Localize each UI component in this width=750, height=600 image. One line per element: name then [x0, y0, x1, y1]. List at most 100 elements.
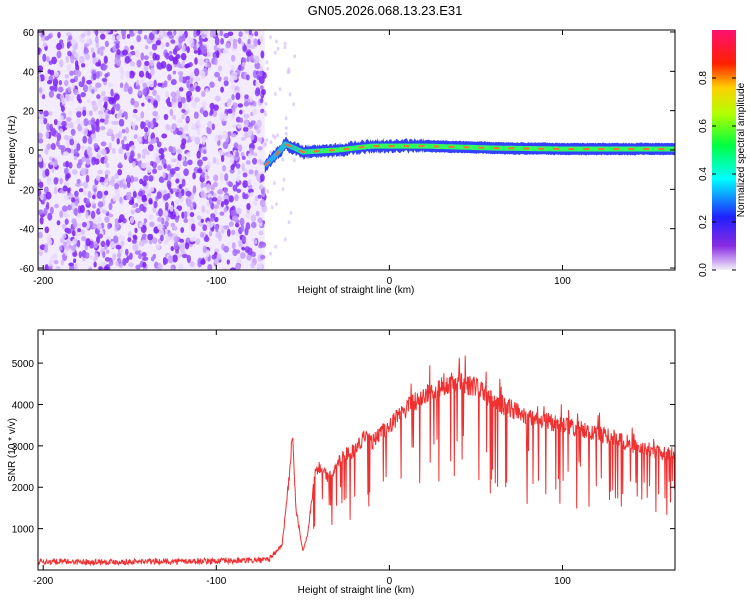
noise-speck — [52, 78, 59, 87]
noise-speck — [47, 212, 53, 221]
noise-speck — [168, 34, 175, 39]
noise-speck — [223, 198, 229, 206]
noise-speck — [41, 94, 46, 100]
noise-speck — [169, 204, 174, 212]
noise-speck — [143, 133, 148, 140]
noise-speck — [214, 37, 220, 46]
noise-speck — [38, 157, 43, 163]
noise-speck — [93, 143, 99, 149]
noise-speck — [152, 111, 159, 117]
noise-speck — [48, 60, 53, 65]
noise-speck — [217, 134, 223, 140]
noise-speck — [275, 202, 278, 207]
noise-speck — [146, 80, 151, 88]
noise-speck — [159, 42, 165, 50]
noise-speck — [149, 221, 155, 228]
noise-speck — [132, 243, 139, 252]
noise-speck — [208, 230, 213, 237]
noise-speck — [82, 190, 87, 196]
noise-speck — [53, 159, 58, 168]
noise-speck — [209, 217, 215, 222]
noise-speck — [158, 30, 164, 36]
noise-speck — [85, 238, 91, 247]
noise-speck — [178, 75, 184, 83]
noise-speck — [110, 88, 114, 97]
noise-speck — [227, 98, 232, 104]
noise-speck — [90, 117, 96, 126]
noise-speck — [100, 141, 107, 147]
noise-speck — [96, 94, 101, 100]
noise-speck — [48, 111, 53, 116]
noise-speck — [240, 136, 246, 142]
noise-speck — [108, 142, 112, 151]
noise-speck — [60, 105, 65, 112]
noise-speck — [59, 115, 64, 122]
noise-speck — [242, 126, 249, 133]
noise-speck — [96, 70, 100, 79]
noise-speck — [95, 30, 99, 37]
noise-speck — [163, 80, 168, 88]
noise-speck — [156, 61, 161, 70]
noise-speck — [156, 191, 162, 199]
noise-speck — [164, 239, 168, 246]
noise-speck — [194, 97, 200, 103]
noise-speck — [182, 44, 186, 53]
noise-speck — [174, 215, 179, 223]
noise-speck — [126, 174, 131, 183]
noise-speck — [202, 110, 209, 118]
noise-speck — [196, 215, 202, 221]
noise-speck — [165, 216, 170, 222]
noise-speck — [167, 232, 174, 237]
colorbar: 0.0 0.2 0.4 0.6 0.8 Normalized spectral ampl… — [698, 30, 747, 277]
noise-speck — [102, 251, 106, 259]
noise-speck — [170, 266, 175, 270]
noise-speck — [281, 187, 285, 192]
noise-speck — [181, 253, 188, 259]
noise-speck — [53, 119, 58, 126]
noise-speck — [216, 199, 221, 206]
noise-speck — [144, 60, 150, 67]
noise-speck — [213, 44, 218, 52]
noise-speck — [220, 154, 225, 163]
noise-speck — [181, 178, 186, 187]
noise-speck — [264, 142, 267, 147]
noise-speck — [201, 136, 208, 143]
noise-speck — [239, 117, 244, 123]
noise-speck — [78, 55, 85, 64]
noise-speck — [173, 30, 177, 36]
noise-speck — [97, 149, 102, 156]
noise-speck — [165, 90, 169, 99]
snr-x-label: Height of straight line (km) — [298, 585, 415, 596]
noise-speck — [255, 70, 260, 75]
noise-speck — [176, 130, 183, 136]
noise-speck — [210, 213, 216, 219]
noise-speck — [223, 225, 230, 230]
noise-speck — [223, 79, 229, 87]
noise-speck — [80, 91, 86, 98]
noise-speck — [85, 211, 89, 219]
noise-speck — [230, 84, 236, 91]
noise-speck — [123, 111, 127, 117]
noise-speck — [209, 81, 215, 88]
noise-speck — [178, 263, 184, 270]
noise-speck — [247, 178, 252, 187]
noise-speck — [58, 128, 64, 134]
noise-speck — [186, 152, 191, 158]
noise-speck — [125, 127, 130, 134]
noise-speck — [251, 221, 257, 229]
noise-speck — [135, 116, 142, 122]
noise-speck — [253, 200, 258, 206]
noise-speck — [82, 84, 89, 93]
noise-speck — [103, 96, 109, 102]
noise-speck — [61, 97, 67, 104]
noise-speck — [260, 85, 264, 90]
noise-speck — [169, 108, 174, 117]
noise-speck — [196, 30, 201, 35]
noise-speck — [189, 206, 194, 211]
noise-speck — [181, 114, 185, 120]
noise-speck — [185, 75, 190, 81]
noise-speck — [168, 54, 174, 62]
noise-speck — [170, 91, 177, 98]
noise-speck — [244, 227, 249, 236]
